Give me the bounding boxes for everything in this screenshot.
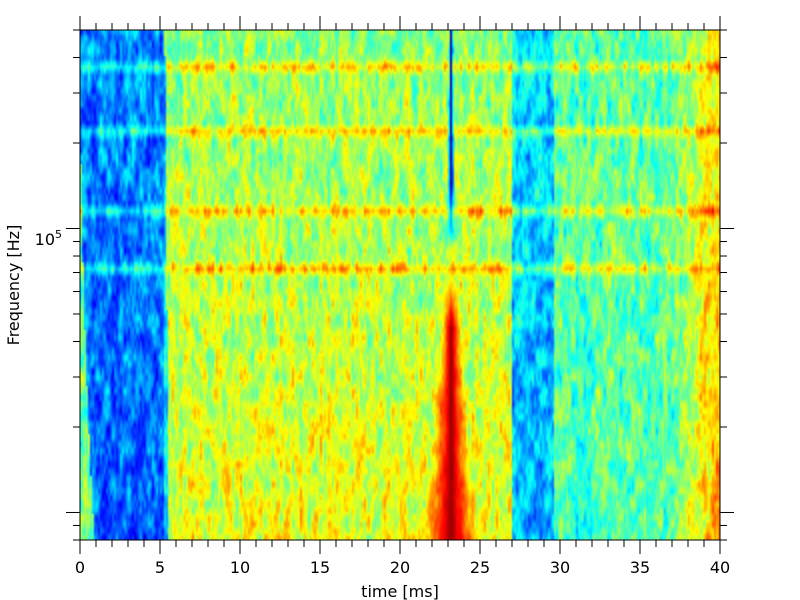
y-tick-labels: 105: [35, 228, 62, 249]
axis-ticks: [66, 16, 734, 554]
x-tick-label: 5: [155, 558, 165, 577]
x-tick-label: 15: [310, 558, 330, 577]
x-tick-label: 30: [550, 558, 570, 577]
x-tick-label: 25: [470, 558, 490, 577]
x-tick-label: 20: [390, 558, 410, 577]
x-tick-labels: 0 5 10 15 20 25 30 35 40: [75, 558, 730, 577]
y-tick-label-1e5: 105: [35, 228, 62, 249]
x-tick-label: 0: [75, 558, 85, 577]
y-axis-label: Frequency [Hz]: [4, 225, 23, 346]
x-tick-label: 40: [710, 558, 730, 577]
x-tick-label: 10: [230, 558, 250, 577]
x-axis-label: time [ms]: [361, 582, 439, 600]
plot-area: [79, 29, 721, 541]
spectrogram-heatmap: [80, 30, 720, 540]
x-tick-label: 35: [630, 558, 650, 577]
